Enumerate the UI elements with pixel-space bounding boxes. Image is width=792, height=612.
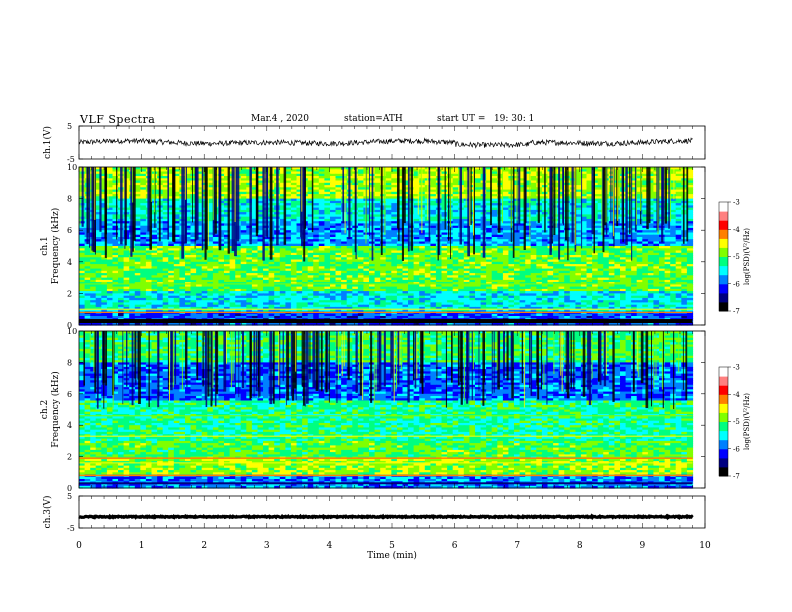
- vlf-figure: 5-5ch.1(V)1086420ch.1 Frequency (kHz)1086…: [0, 0, 792, 612]
- ch1-spectrogram-image: [79, 167, 705, 326]
- ch1-waveform-ylabel: ch.1(V): [42, 126, 53, 159]
- ch1-waveform-ytick-label: 5: [67, 122, 72, 131]
